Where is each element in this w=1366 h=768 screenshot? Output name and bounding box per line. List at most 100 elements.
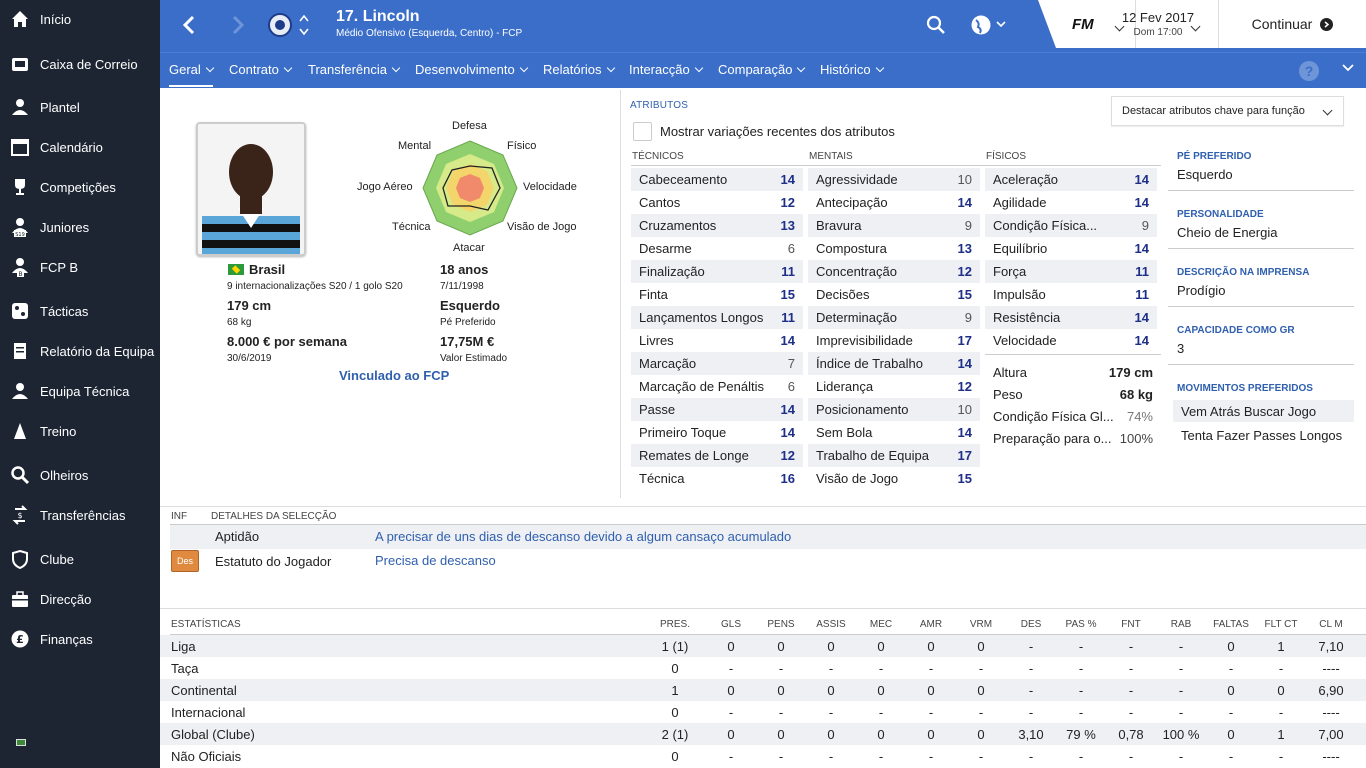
attribute-row[interactable]: Antecipação 14 — [808, 191, 980, 214]
attribute-row[interactable]: Remates de Longe 12 — [631, 444, 803, 467]
attribute-row[interactable]: Resistência 14 — [985, 306, 1157, 329]
sidebar-item-club[interactable]: Clube — [0, 541, 160, 577]
sidebar-item-scouting[interactable]: Olheiros — [0, 457, 160, 493]
stat-cell: - — [728, 705, 734, 720]
attribute-row[interactable]: Visão de Jogo 15 — [808, 467, 980, 490]
attribute-row[interactable]: Desarme 6 — [631, 237, 803, 260]
stat-column-header[interactable]: AMR — [919, 619, 943, 630]
globe-icon[interactable] — [970, 14, 1010, 36]
attribute-row[interactable]: Técnica 16 — [631, 467, 803, 490]
language-flag-icon[interactable] — [16, 739, 26, 746]
stat-row[interactable]: Continental 1 0 0 0 0 0 0 - - - - 0 0 6,90 — [160, 679, 1366, 701]
tab-historico[interactable]: Histórico — [820, 62, 883, 77]
contract-status-link[interactable]: Vinculado ao FCP — [339, 368, 450, 383]
search-icon[interactable] — [926, 15, 946, 35]
attribute-row[interactable]: Concentração 12 — [808, 260, 980, 283]
continue-button[interactable]: Continuar — [1219, 0, 1366, 48]
sidebar-item-squad[interactable]: Plantel — [0, 89, 160, 125]
stat-column-header[interactable]: VRM — [969, 619, 993, 630]
date-chevron-icon[interactable] — [1190, 18, 1201, 33]
stat-column-header[interactable]: CL M — [1319, 619, 1343, 630]
sidebar-item-tactics[interactable]: Tácticas — [0, 293, 160, 329]
player-switch-icon[interactable] — [298, 13, 310, 37]
attribute-row[interactable]: Decisões 15 — [808, 283, 980, 306]
tab-geral[interactable]: Geral — [169, 62, 213, 87]
attribute-row[interactable]: Finta 15 — [631, 283, 803, 306]
attribute-row[interactable]: Lançamentos Longos 11 — [631, 306, 803, 329]
attribute-row[interactable]: Índice de Trabalho 14 — [808, 352, 980, 375]
attribute-row[interactable]: Aceleração 14 — [985, 168, 1157, 191]
attribute-row[interactable]: Passe 14 — [631, 398, 803, 421]
attribute-row[interactable]: Força 11 — [985, 260, 1157, 283]
stat-column-header[interactable]: RAB — [1170, 619, 1192, 630]
back-arrow-icon[interactable] — [180, 14, 200, 36]
attribute-row[interactable]: Bravura 9 — [808, 214, 980, 237]
club-icon — [10, 549, 30, 569]
stat-row[interactable]: Liga 1 (1) 0 0 0 0 0 0 - - - - 0 1 7,10 — [160, 635, 1366, 657]
stat-row[interactable]: Global (Clube) 2 (1) 0 0 0 0 0 0 3,10 79 % 0,78 100… — [160, 723, 1366, 745]
stat-column-header[interactable]: Pens — [767, 619, 795, 630]
attribute-row[interactable]: Condição Física... 9 — [985, 214, 1157, 237]
attribute-row[interactable]: Cruzamentos 13 — [631, 214, 803, 237]
sidebar-item-inbox[interactable]: Caixa de Correio — [0, 46, 160, 82]
sidebar-item-report[interactable]: Relatório da Equipa — [0, 333, 160, 369]
stat-column-header[interactable]: Faltas — [1213, 619, 1249, 630]
attribute-row[interactable]: Imprevisibilidade 17 — [808, 329, 980, 352]
stat-row[interactable]: Taça 0- - - - - - - - - - - - ---- — [160, 657, 1366, 679]
attribute-row[interactable]: Cabeceamento 14 — [631, 168, 803, 191]
attribute-row[interactable]: Primeiro Toque 14 — [631, 421, 803, 444]
stat-column-header[interactable]: Gls — [720, 619, 741, 630]
attribute-row[interactable]: Finalização 11 — [631, 260, 803, 283]
attribute-row[interactable]: Compostura 13 — [808, 237, 980, 260]
attribute-row[interactable]: Agilidade 14 — [985, 191, 1157, 214]
tab-transferencia[interactable]: Transferência — [308, 62, 399, 77]
sidebar-item-staff[interactable]: Equipa Técnica — [0, 373, 160, 409]
stat-row[interactable]: Não Oficiais 0- - - - - - - - - - - - ---- — [160, 745, 1366, 767]
stat-column-header[interactable]: Pres. — [659, 619, 690, 630]
stat-column-header[interactable]: FNT — [1121, 619, 1141, 630]
sidebar-item-transfers[interactable]: $ Transferências — [0, 497, 160, 533]
attribute-row[interactable]: Cantos 12 — [631, 191, 803, 214]
stat-column-header[interactable]: Assis — [816, 619, 846, 630]
attribute-row[interactable]: Trabalho de Equipa 17 — [808, 444, 980, 467]
attribute-row[interactable]: Livres 14 — [631, 329, 803, 352]
tab-relatorios[interactable]: Relatórios — [543, 62, 614, 77]
show-changes-checkbox[interactable] — [633, 122, 652, 141]
collapse-chevron-icon[interactable] — [1342, 62, 1354, 74]
highlight-dropdown[interactable]: Destacar atributos chave para função — [1111, 96, 1344, 126]
stat-column-header[interactable]: MEC — [869, 619, 893, 630]
fm-logo[interactable]: FM — [1072, 16, 1094, 33]
fitness-value[interactable]: A precisar de uns dias de descanso devid… — [375, 529, 792, 544]
attribute-value: 9 — [964, 310, 972, 325]
attribute-row[interactable]: Liderança 12 — [808, 375, 980, 398]
player-status-value[interactable]: Precisa de descanso — [375, 553, 496, 568]
stat-column-header[interactable]: DES — [1020, 619, 1042, 630]
attribute-row[interactable]: Sem Bola 14 — [808, 421, 980, 444]
help-icon[interactable]: ? — [1299, 61, 1319, 81]
tab-interaccao[interactable]: Interacção — [629, 62, 702, 77]
sidebar-item-board[interactable]: Direcção — [0, 581, 160, 617]
attribute-row[interactable]: Marcação de Penáltis 6 — [631, 375, 803, 398]
attribute-row[interactable]: Agressividade 10 — [808, 168, 980, 191]
attribute-row[interactable]: Equilíbrio 14 — [985, 237, 1157, 260]
sidebar-item-calendar[interactable]: Calendário — [0, 129, 160, 165]
date-display[interactable]: 12 Fev 2017 Dom 17:00 — [1118, 10, 1198, 38]
forward-arrow-icon[interactable] — [228, 14, 248, 36]
sidebar-item-b-team[interactable]: B FCP B — [0, 249, 160, 285]
stat-column-header[interactable]: Pas % — [1065, 619, 1097, 630]
tab-contrato[interactable]: Contrato — [229, 62, 291, 77]
sidebar-item-trophy[interactable]: Competições — [0, 169, 160, 205]
attribute-row[interactable]: Marcação 7 — [631, 352, 803, 375]
attribute-row[interactable]: Velocidade 14 — [985, 329, 1157, 352]
sidebar-item-training[interactable]: Treino — [0, 413, 160, 449]
sidebar-item-finance[interactable]: £ Finanças — [0, 621, 160, 657]
attribute-row[interactable]: Impulsão 11 — [985, 283, 1157, 306]
tab-comparacao[interactable]: Comparação — [718, 62, 804, 77]
tab-desenvolvimento[interactable]: Desenvolvimento — [415, 62, 527, 77]
stat-column-header[interactable]: FLT CT — [1264, 619, 1298, 630]
sidebar-item-youth[interactable]: S19 Juniores — [0, 209, 160, 245]
attribute-row[interactable]: Posicionamento 10 — [808, 398, 980, 421]
sidebar-item-home[interactable]: Início — [0, 1, 160, 37]
stat-row[interactable]: Internacional 0- - - - - - - - - - - - ---- — [160, 701, 1366, 723]
attribute-row[interactable]: Determinação 9 — [808, 306, 980, 329]
